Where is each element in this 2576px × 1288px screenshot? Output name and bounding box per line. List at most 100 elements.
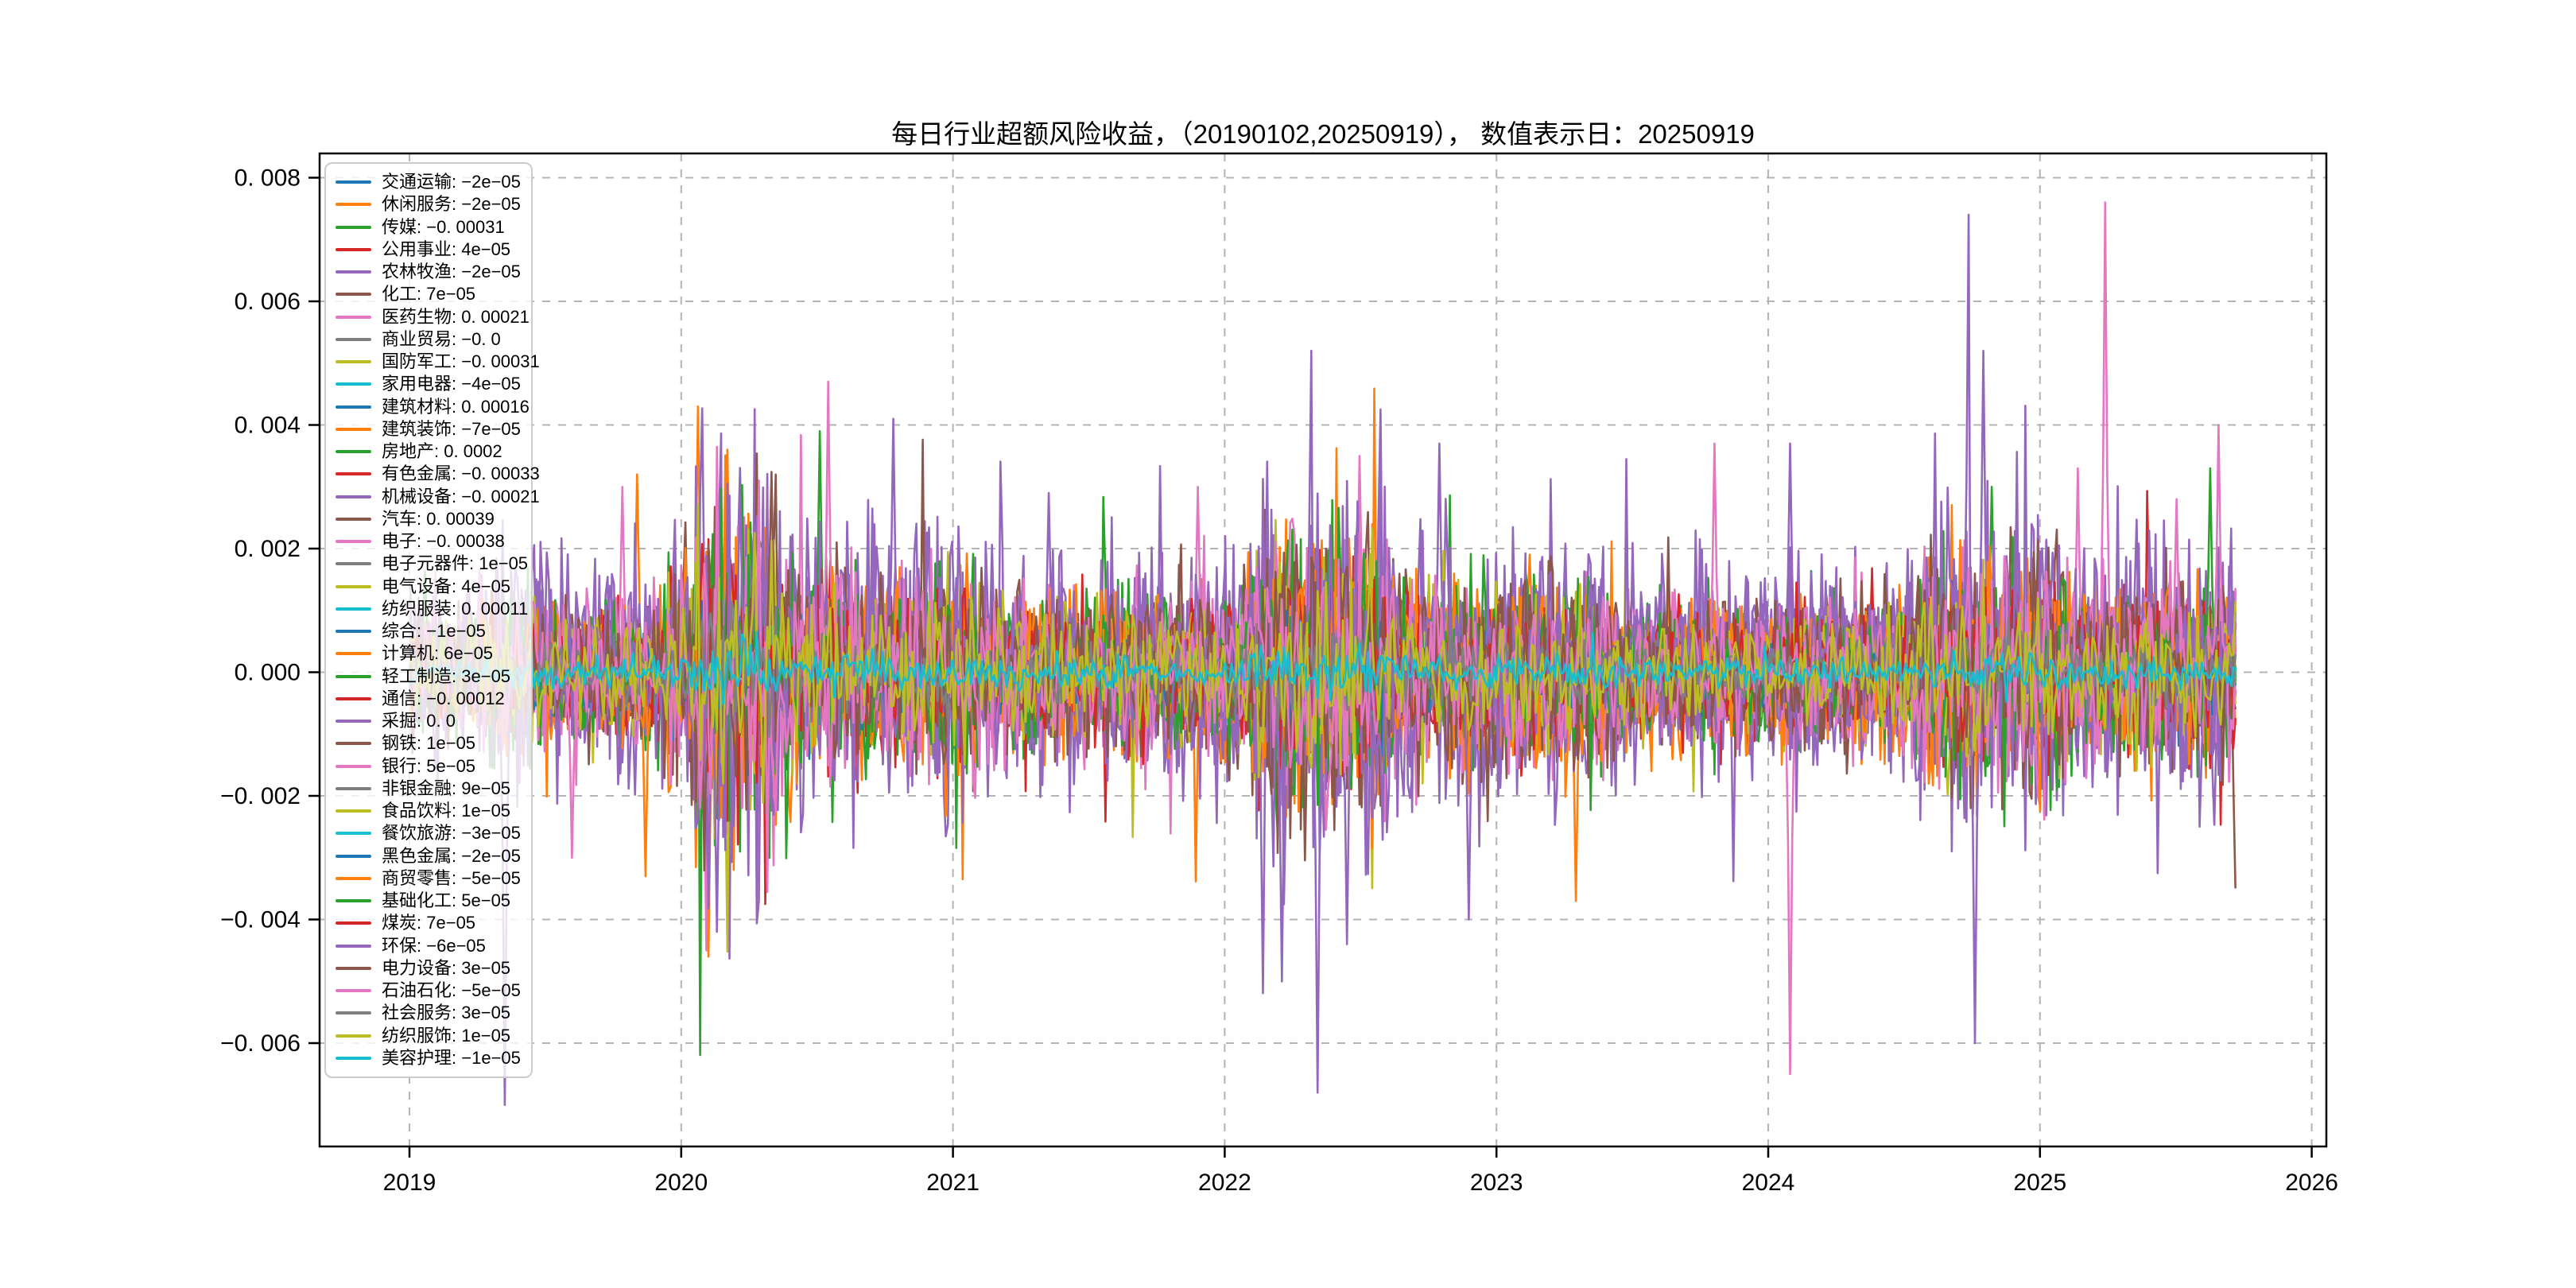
legend-line-swatch: [336, 1034, 371, 1038]
legend-line-swatch: [336, 966, 371, 970]
legend-line-swatch: [336, 495, 371, 499]
legend-label: 电子元器件: 1e−05: [382, 553, 528, 574]
legend-line-swatch: [336, 832, 371, 836]
legend-series-value: 0. 00011: [461, 598, 529, 619]
legend-line-swatch: [336, 562, 371, 566]
legend-line-swatch: [336, 247, 371, 251]
legend-series-name: 电气设备: [382, 576, 452, 596]
y-axis-tick-label: −0. 002: [220, 783, 301, 809]
legend-item-综合: 综合: −1e−05: [336, 621, 525, 642]
legend-series-value: −0. 00021: [461, 486, 540, 506]
legend-series-value: −5e−05: [461, 980, 521, 1000]
legend-line-swatch: [336, 517, 371, 521]
legend-item-化工: 化工: 7e−05: [336, 284, 525, 305]
legend-line-swatch: [336, 540, 371, 543]
legend-series-value: −0. 00031: [461, 351, 540, 371]
legend-item-电子: 电子: −0. 00038: [336, 531, 525, 552]
y-axis-tick-label: 0. 008: [235, 165, 301, 192]
x-axis-tick-label: 2025: [2013, 1170, 2066, 1196]
legend-separator: :: [452, 665, 462, 686]
legend-series-name: 轻工制造: [382, 665, 452, 686]
legend-separator: :: [452, 262, 462, 281]
legend-label: 汽车: 0. 00039: [382, 509, 495, 530]
legend-item-传媒: 传媒: −0. 00031: [336, 217, 525, 238]
legend-separator: :: [452, 980, 462, 1000]
legend-label: 电力设备: 3e−05: [382, 958, 510, 979]
legend-item-石油石化: 石油石化: −5e−05: [336, 980, 525, 1001]
legend-separator: :: [452, 890, 462, 910]
legend-separator: :: [452, 486, 462, 506]
legend-item-汽车: 汽车: 0. 00039: [336, 509, 525, 530]
legend-series-value: −4e−05: [461, 374, 521, 394]
legend-label: 化工: 7e−05: [382, 284, 475, 305]
legend-series-name: 通信: [382, 688, 417, 708]
legend-series-value: 0. 00016: [461, 396, 530, 417]
legend-line-swatch: [336, 315, 371, 319]
legend-series-name: 纺织服装: [382, 598, 452, 619]
legend-label: 商业贸易: −0. 0: [382, 329, 501, 350]
legend-series-name: 建筑材料: [382, 396, 452, 417]
legend-series-value: 7e−05: [426, 913, 476, 933]
legend-series-value: 0. 00039: [426, 508, 495, 529]
legend-series-name: 家用电器: [382, 374, 452, 394]
legend-series-value: −0. 00012: [426, 688, 505, 708]
x-axis-tick-label: 2022: [1198, 1170, 1251, 1196]
legend-label: 医药生物: 0. 00021: [382, 307, 530, 328]
legend-line-swatch: [336, 764, 371, 768]
legend-series-name: 食品饮料: [382, 801, 452, 821]
legend-item-纺织服饰: 纺织服饰: 1e−05: [336, 1026, 525, 1046]
legend-item-医药生物: 医药生物: 0. 00021: [336, 307, 530, 328]
legend-separator: :: [417, 216, 427, 237]
legend-item-建筑装饰: 建筑装饰: −7e−05: [336, 419, 525, 440]
legend-line-swatch: [336, 696, 371, 700]
legend-separator: :: [434, 643, 444, 664]
legend-series-name: 传媒: [382, 216, 417, 237]
legend-line-swatch: [336, 786, 371, 790]
legend-series-value: −6e−05: [426, 935, 486, 956]
legend-series-value: 0. 0: [426, 711, 456, 731]
legend-line-swatch: [336, 584, 371, 588]
legend-label: 机械设备: −0. 00021: [382, 487, 540, 507]
legend-label: 国防军工: −0. 00031: [382, 351, 540, 372]
legend-label: 黑色金属: −2e−05: [382, 846, 521, 867]
legend-series-value: −0. 00038: [426, 531, 505, 551]
legend-series-value: −5e−05: [461, 867, 521, 888]
legend-separator: :: [452, 328, 462, 349]
legend-series-name: 商贸零售: [382, 867, 452, 888]
y-axis-tick-label: 0. 006: [235, 289, 301, 315]
legend-series-value: 6e−05: [444, 643, 494, 664]
legend-item-公用事业: 公用事业: 4e−05: [336, 239, 525, 260]
legend-separator: :: [452, 845, 462, 866]
legend-separator: :: [417, 913, 427, 933]
legend-label: 商贸零售: −5e−05: [382, 868, 521, 889]
legend-separator: :: [452, 396, 462, 417]
legend-series-value: 4e−05: [461, 239, 511, 259]
legend-line-swatch: [336, 180, 371, 184]
legend-series-name: 有色金属: [382, 464, 452, 484]
legend-series-name: 电子: [382, 531, 417, 551]
x-axis-tick-label: 2021: [926, 1170, 980, 1196]
legend-label: 银行: 5e−05: [382, 756, 475, 777]
legend-series-name: 石油石化: [382, 980, 452, 1000]
legend-line-swatch: [336, 270, 371, 274]
legend-item-商贸零售: 商贸零售: −5e−05: [336, 868, 525, 889]
legend-line-swatch: [336, 899, 371, 902]
plot-border: [318, 152, 2328, 1148]
legend-separator: :: [417, 621, 427, 641]
legend-line-swatch: [336, 944, 371, 948]
legend-series-value: 1e−05: [426, 733, 476, 754]
legend-label: 钢铁: 1e−05: [382, 733, 475, 754]
legend-separator: :: [417, 531, 427, 551]
legend-label: 基础化工: 5e−05: [382, 890, 510, 911]
legend-label: 纺织服装: 0. 00011: [382, 599, 528, 619]
legend-series-value: 7e−05: [426, 284, 476, 305]
legend-line-swatch: [336, 720, 371, 723]
chart-title: 每日行业超额风险收益，（20190102,20250919）， 数值表示日：20…: [891, 119, 1755, 149]
legend-item-煤炭: 煤炭: 7e−05: [336, 913, 525, 933]
legend-line-swatch: [336, 360, 371, 363]
legend-item-房地产: 房地产: 0. 0002: [336, 441, 525, 462]
legend-series-name: 餐饮旅游: [382, 823, 452, 844]
legend-series-name: 非银金融: [382, 778, 452, 798]
legend-series-value: 5e−05: [461, 890, 511, 910]
legend-separator: :: [452, 464, 462, 484]
